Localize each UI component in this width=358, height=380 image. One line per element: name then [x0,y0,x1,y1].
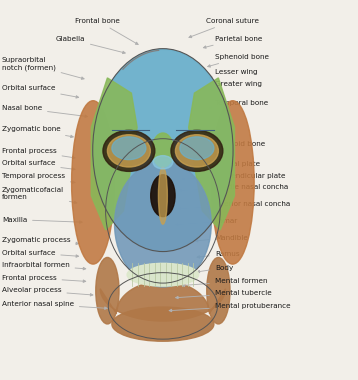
Text: Coronal suture: Coronal suture [189,18,259,38]
Text: Mental formen: Mental formen [182,278,267,287]
Text: Middle nasal concha: Middle nasal concha [179,184,288,192]
Text: Inferior nasal concha: Inferior nasal concha [179,201,290,210]
Ellipse shape [112,137,146,160]
Polygon shape [100,281,226,321]
Polygon shape [91,78,137,230]
Ellipse shape [152,133,174,167]
Text: Mental tubercle: Mental tubercle [176,290,272,299]
Ellipse shape [115,162,211,287]
Text: Frontal process: Frontal process [2,275,86,282]
Text: Vomar: Vomar [176,218,238,226]
Ellipse shape [96,258,119,324]
Text: Zygomatic process: Zygomatic process [2,237,78,245]
Ellipse shape [103,130,155,171]
Text: Lesser wing: Lesser wing [209,69,257,79]
Polygon shape [189,78,234,230]
Text: Greater wing: Greater wing [209,81,262,90]
Ellipse shape [175,135,218,167]
Ellipse shape [159,167,168,224]
Ellipse shape [211,101,254,264]
Text: Temporal process: Temporal process [2,173,75,184]
Ellipse shape [93,49,233,251]
Text: Orbital surface: Orbital surface [2,85,79,98]
Ellipse shape [207,258,230,324]
Text: Perpendicular plate: Perpendicular plate [182,173,285,180]
Text: Sphenoid bone: Sphenoid bone [208,54,269,67]
Text: Nasal bone: Nasal bone [2,105,88,117]
Text: Orbital plate: Orbital plate [194,161,260,169]
Ellipse shape [151,175,175,217]
Text: Parietal bone: Parietal bone [203,36,262,48]
Text: Zygomatic bone: Zygomatic bone [2,126,73,138]
Ellipse shape [127,263,199,286]
Ellipse shape [153,156,173,169]
Ellipse shape [180,137,214,160]
Ellipse shape [72,101,115,264]
Text: Anterior nasal spine: Anterior nasal spine [2,301,107,309]
Ellipse shape [171,130,223,171]
Text: Ramus: Ramus [197,251,240,258]
Text: Alveolar process: Alveolar process [2,287,93,296]
Text: Orbital surface: Orbital surface [2,160,75,170]
Text: Frontal bone: Frontal bone [75,18,138,44]
Text: Frontal process: Frontal process [2,148,75,159]
Text: Mental protuberance: Mental protuberance [169,303,290,312]
Ellipse shape [112,307,214,341]
Text: Orbital surface: Orbital surface [2,250,78,257]
Text: Supraorbital
notch (formen): Supraorbital notch (formen) [2,57,84,79]
Text: Body: Body [197,265,233,273]
Text: Mandible: Mandible [195,234,248,242]
Text: Temporal bone: Temporal bone [209,100,268,109]
Text: Maxilla: Maxilla [2,217,82,223]
Text: Infraorbital formen: Infraorbital formen [2,262,86,270]
Text: Glabella: Glabella [55,36,125,54]
Ellipse shape [107,135,150,167]
Text: Zygomaticofacial
formen: Zygomaticofacial formen [2,187,77,204]
Text: Ethmoid bone: Ethmoid bone [200,141,265,150]
